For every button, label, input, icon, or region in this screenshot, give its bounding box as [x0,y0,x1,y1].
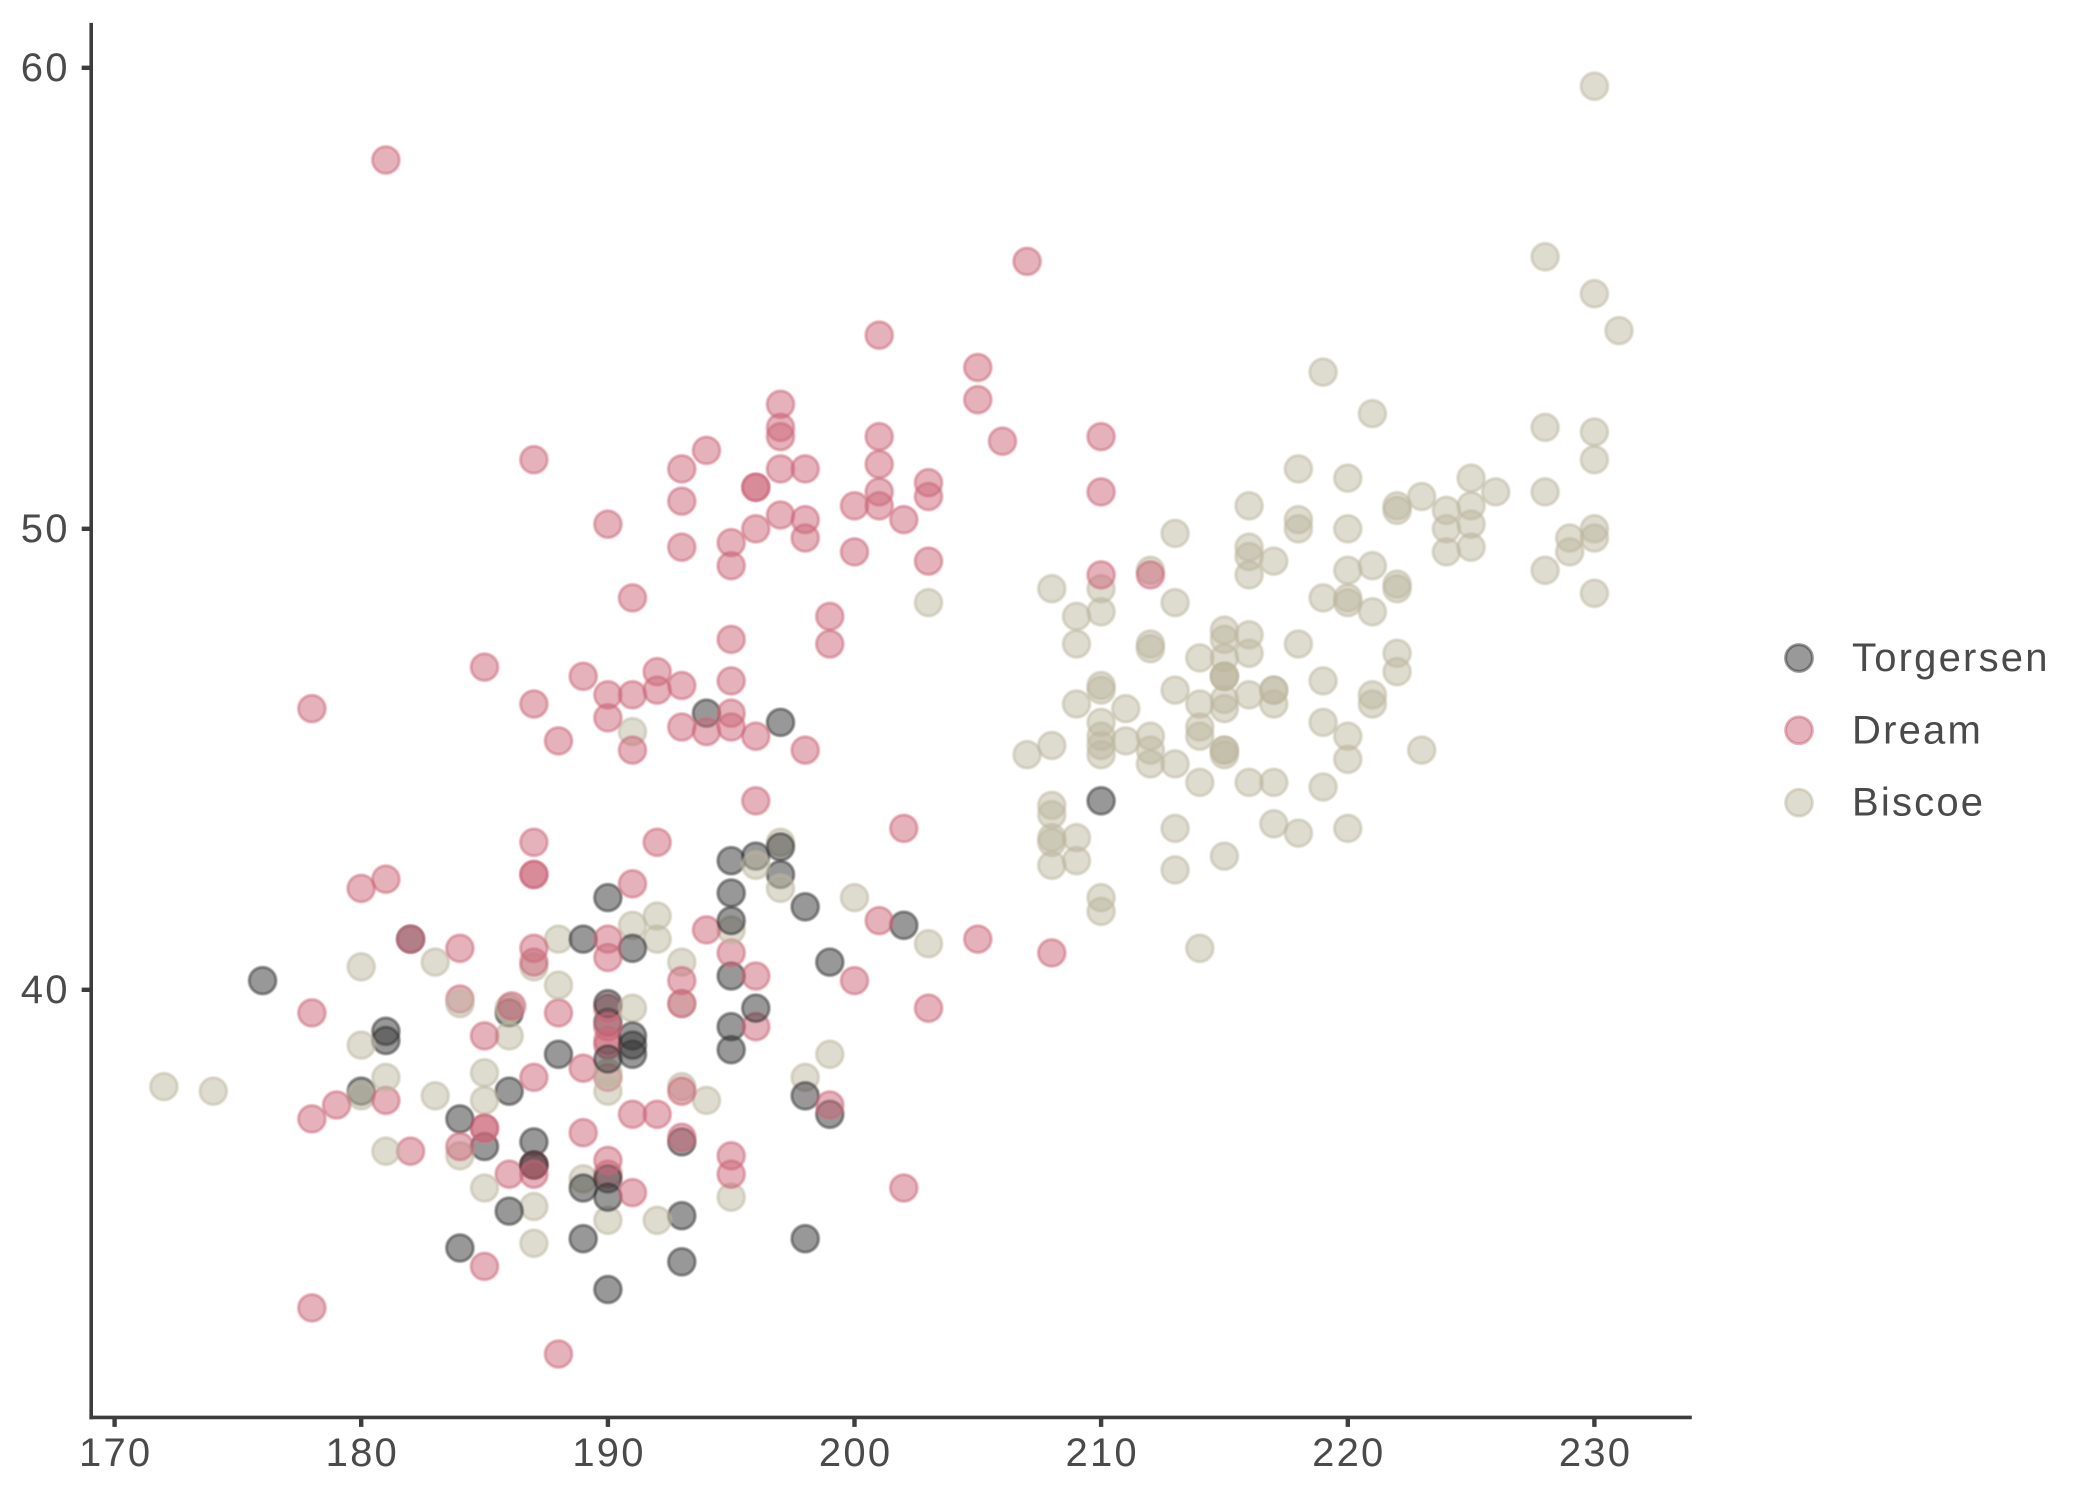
svg-text:220: 220 [1312,1431,1385,1475]
svg-text:230: 230 [1559,1431,1632,1475]
svg-text:40: 40 [21,968,70,1012]
svg-text:Biscoe: Biscoe [1852,781,1985,825]
svg-text:210: 210 [1066,1431,1139,1475]
svg-text:50: 50 [21,507,70,551]
svg-text:180: 180 [326,1431,399,1475]
svg-text:60: 60 [21,46,70,90]
svg-text:190: 190 [572,1431,645,1475]
svg-text:Torgersen: Torgersen [1852,636,2050,680]
svg-text:170: 170 [79,1431,152,1475]
svg-text:Dream: Dream [1852,708,1983,752]
svg-text:200: 200 [819,1431,892,1475]
